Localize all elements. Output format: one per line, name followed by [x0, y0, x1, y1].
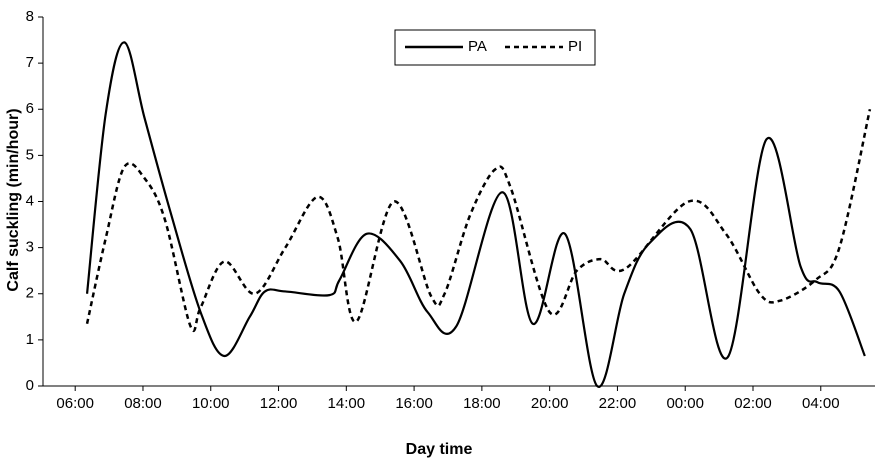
x-tick-label: 10:00 — [192, 395, 230, 412]
x-tick-label: 14:00 — [328, 395, 366, 412]
y-tick-label: 6 — [26, 100, 34, 117]
y-tick-label: 4 — [26, 192, 34, 209]
y-tick-label: 1 — [26, 331, 34, 348]
y-tick-label: 7 — [26, 54, 34, 71]
y-tick-label: 3 — [26, 239, 34, 256]
y-tick-label: 0 — [26, 377, 34, 394]
y-tick-label: 2 — [26, 285, 34, 302]
x-tick-label: 16:00 — [395, 395, 433, 412]
line-series — [85, 108, 872, 333]
x-tick-label: 08:00 — [124, 395, 162, 412]
y-tick-label: 5 — [26, 146, 34, 163]
x-axis-title: Day time — [406, 441, 473, 458]
x-tick-label: 18:00 — [463, 395, 501, 412]
x-tick-label: 02:00 — [734, 395, 772, 412]
y-tick-label: 8 — [26, 8, 34, 25]
x-tick-label: 06:00 — [56, 395, 94, 412]
x-tick-label: 12:00 — [260, 395, 298, 412]
legend-label: PI — [568, 38, 582, 55]
x-tick-label: 22:00 — [599, 395, 637, 412]
x-tick-label: 04:00 — [802, 395, 840, 412]
line-series — [85, 41, 866, 388]
x-tick-label: 00:00 — [666, 395, 704, 412]
y-axis-title: Calf suckling (min/hour) — [5, 108, 22, 291]
legend-label: PA — [468, 38, 487, 55]
x-tick-label: 20:00 — [531, 395, 569, 412]
